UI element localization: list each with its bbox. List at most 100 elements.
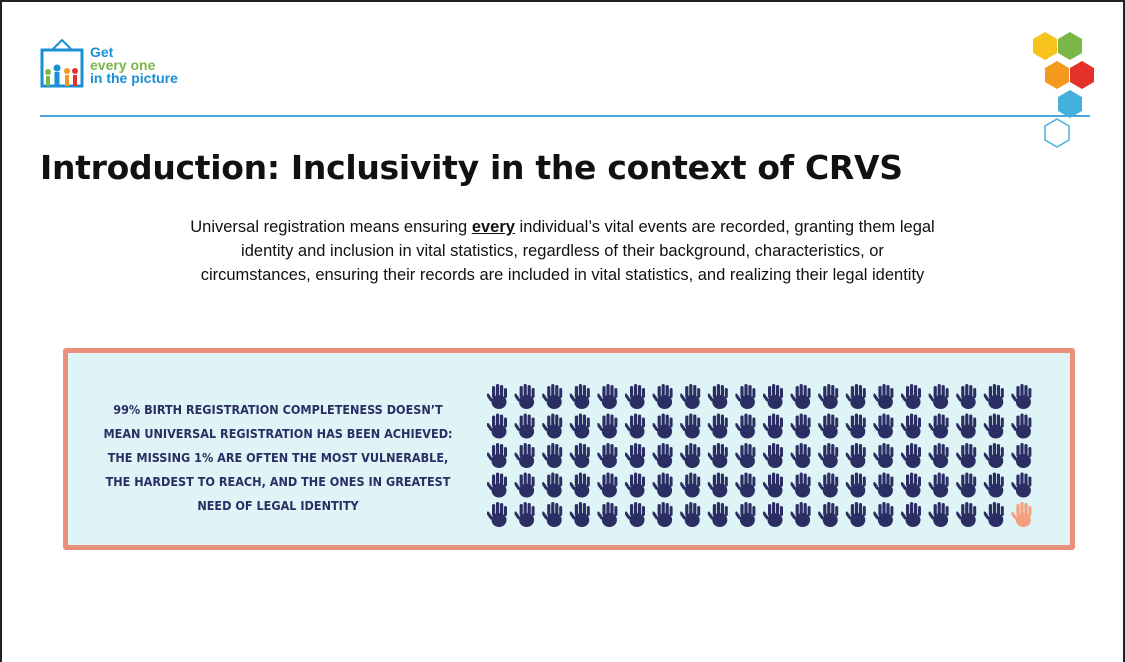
hand-icon [817, 414, 838, 439]
hand-icon [513, 384, 534, 409]
hand-icon [706, 414, 727, 439]
hand-icon [651, 384, 672, 409]
hand-icon [568, 384, 589, 409]
hand-icon [596, 384, 617, 409]
hand-icon [762, 384, 783, 409]
hand-icon [872, 414, 893, 439]
hand-icon [900, 384, 921, 409]
hand-icon [568, 443, 589, 468]
hand-icon [734, 502, 755, 527]
hand-icon [513, 473, 534, 498]
hand-icon [927, 443, 948, 468]
hand-icon [927, 414, 948, 439]
hand-icon [900, 473, 921, 498]
hand-icon [513, 443, 534, 468]
hand-icon [1010, 414, 1031, 439]
hand-icon [596, 473, 617, 498]
hand-icon [651, 443, 672, 468]
hand-icon [706, 384, 727, 409]
hand-icon [900, 443, 921, 468]
hand-icon [817, 384, 838, 409]
hand-icon [1010, 473, 1031, 498]
hand-icon [596, 443, 617, 468]
hand-icon [844, 502, 865, 527]
hand-icon [844, 384, 865, 409]
hand-icon [596, 502, 617, 527]
hand-icon [486, 384, 507, 409]
hand-icon [872, 384, 893, 409]
hand-icon [844, 443, 865, 468]
hand-icon [955, 443, 976, 468]
hand-icon [513, 414, 534, 439]
hand-icon [872, 443, 893, 468]
hand-icon [734, 443, 755, 468]
hand-icon [872, 473, 893, 498]
hand-icon [817, 473, 838, 498]
hand-icon [982, 502, 1003, 527]
hand-icon [624, 443, 645, 468]
hand-icon [541, 443, 562, 468]
hand-icon [927, 384, 948, 409]
hand-icon [955, 473, 976, 498]
hand-icon [1010, 502, 1031, 527]
slide: Get every one in the picture Introductio… [0, 0, 1125, 637]
hand-icon [679, 384, 700, 409]
hand-icon [1010, 443, 1031, 468]
hand-icon [651, 414, 672, 439]
hand-icon [679, 414, 700, 439]
hand-icon [624, 414, 645, 439]
hand-icon [955, 414, 976, 439]
hand-icon [679, 443, 700, 468]
hand-icon [624, 384, 645, 409]
hand-icon [982, 414, 1003, 439]
hand-icon [596, 414, 617, 439]
hand-icon [706, 443, 727, 468]
hand-icon [982, 384, 1003, 409]
hand-icon [762, 473, 783, 498]
hand-icon [624, 473, 645, 498]
hand-icon [762, 414, 783, 439]
hand-icon [541, 473, 562, 498]
hand-icon [568, 502, 589, 527]
hand-icon [541, 502, 562, 527]
hand-icon [513, 502, 534, 527]
hand-icon [706, 473, 727, 498]
hand-icon [927, 502, 948, 527]
hand-icon [789, 502, 810, 527]
hand-icon [651, 502, 672, 527]
hand-icon [982, 443, 1003, 468]
hand-icon [955, 384, 976, 409]
hand-icon [486, 443, 507, 468]
hand-icon [568, 414, 589, 439]
hand-icon [927, 473, 948, 498]
hand-icon [762, 443, 783, 468]
hand-icon [541, 414, 562, 439]
hand-icon [872, 502, 893, 527]
hand-icon [955, 502, 976, 527]
hand-icon [844, 414, 865, 439]
hand-icon [486, 473, 507, 498]
hand-icon [679, 473, 700, 498]
hand-icon [568, 473, 589, 498]
hand-icon [982, 473, 1003, 498]
hand-icon [734, 384, 755, 409]
hand-icon [541, 384, 562, 409]
hand-icon [789, 443, 810, 468]
hand-icon [734, 414, 755, 439]
hand-icon [817, 443, 838, 468]
hand-icon [486, 502, 507, 527]
hand-icon [651, 473, 672, 498]
hands-grid [0, 0, 1125, 637]
hand-icon [789, 414, 810, 439]
hand-icon [734, 473, 755, 498]
hand-icon [1010, 384, 1031, 409]
hand-icon [900, 414, 921, 439]
hand-icon [789, 384, 810, 409]
hand-icon [679, 502, 700, 527]
hand-icon [762, 502, 783, 527]
hand-icon [486, 414, 507, 439]
hand-icon [900, 502, 921, 527]
hand-icon [789, 473, 810, 498]
hand-icon [624, 502, 645, 527]
hand-icon [817, 502, 838, 527]
